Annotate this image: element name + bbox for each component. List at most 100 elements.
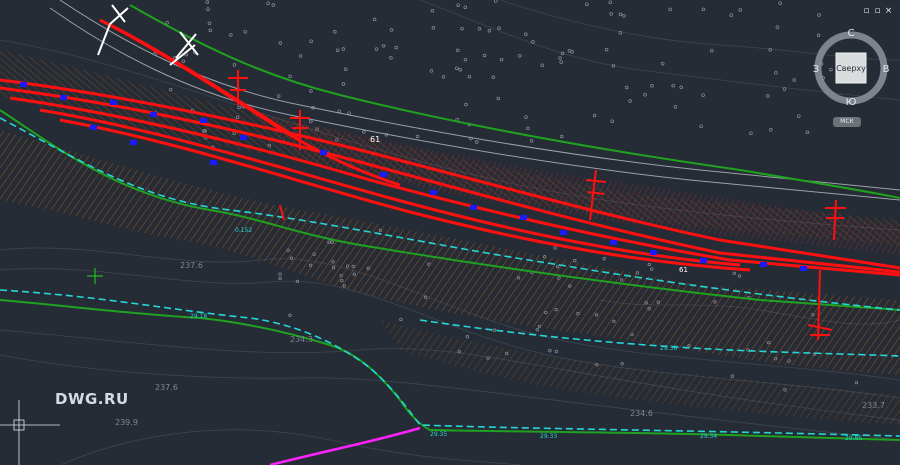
compass-east[interactable]: В [883,64,890,75]
tree-symbol [609,12,613,16]
tree-symbol [604,47,609,52]
tree-symbol [441,74,446,79]
tree-symbol [602,257,606,261]
tree-symbol [237,105,241,110]
tree-symbol [567,49,572,53]
tree-symbol [463,57,468,62]
tree-symbol [660,61,665,66]
tree-symbol [394,45,398,50]
tree-symbol [399,317,403,322]
blue-marker [800,266,807,271]
blue-marker [200,118,207,123]
blue-marker [760,262,767,267]
tree-symbol [765,94,770,98]
tree-symbol [768,48,772,52]
tree-symbol [205,0,210,4]
tree-symbol [554,349,558,354]
blue-marker [210,160,217,165]
tree-symbol [456,3,460,7]
tree-symbol [482,53,487,58]
tree-symbol [341,82,346,86]
tree-symbol [278,272,282,276]
viewcube-top-face[interactable] [835,52,867,84]
blue-marker [650,250,657,255]
tree-symbol [628,99,632,103]
close-button[interactable]: × [884,6,893,16]
blue-marker [470,205,477,210]
tree-symbol [477,27,482,31]
tree-symbol [671,83,675,88]
tree-symbol [295,279,300,284]
survey-label: 29.85 [845,435,862,442]
tree-symbol [778,1,782,5]
tree-symbol [792,78,796,82]
watermark-logo: DWG.RU [55,390,129,408]
elevation-label: 237.6 [155,383,178,392]
tree-symbol [372,17,377,22]
tree-symbol [207,21,212,26]
tree-symbol [288,313,292,317]
tree-symbol [816,33,821,38]
compass-south[interactable]: Ю [846,97,857,108]
road-label: 61 [370,135,380,144]
tree-symbol [333,30,337,34]
blue-markers [20,82,807,271]
tree-symbol [805,130,810,135]
tree-symbol [232,63,237,67]
blue-marker [60,95,67,100]
viewcube-face-label[interactable]: Сверху [836,64,866,73]
tree-symbol [415,134,420,139]
tree-symbol [710,48,714,53]
tree-symbol [517,54,522,58]
blue-marker [520,215,527,220]
tree-symbol [738,8,743,12]
elevation-label: 237.6 [180,261,203,270]
tree-symbol [573,259,577,263]
blue-marker [90,125,97,130]
tree-symbol [701,93,705,97]
restore-button[interactable]: ▫ [863,6,870,16]
viewcube[interactable]: Сверху С Ю В З [811,28,891,108]
compass-west[interactable]: З [813,64,819,75]
tree-symbol [608,0,612,5]
tree-symbol [585,2,589,6]
tree-symbol [464,102,468,107]
tree-symbol [618,12,623,17]
magenta-line [269,426,421,465]
tree-symbol [618,30,623,35]
survey-label: 29.36 [660,345,677,352]
tree-symbol [592,113,597,118]
tree-symbol [782,87,787,91]
blue-marker [320,150,327,155]
tree-symbol [288,74,292,79]
tree-symbol [341,47,346,51]
tree-symbol [769,128,773,132]
crossing-markers [97,4,199,66]
rail-label: 61 [679,266,688,274]
maximize-button[interactable]: ▫ [874,6,881,16]
blue-marker [430,190,437,195]
tree-symbol [624,85,629,90]
tree-symbol [499,57,504,62]
tree-symbol [524,115,528,119]
viewcube-compass-ring[interactable] [814,31,888,105]
tree-symbol [206,7,210,11]
survey-label: 0.152 [235,227,252,234]
tree-symbol [531,40,535,44]
tree-symbol [389,28,394,32]
ucs-menu-button[interactable]: МСК [833,117,861,127]
compass-north[interactable]: С [848,28,855,39]
slope-hatch-bottom [380,320,900,425]
blue-marker [130,140,137,145]
tree-symbol [643,93,647,97]
tree-symbol [465,335,470,339]
tree-symbol [558,56,562,60]
tree-symbol [381,43,386,48]
tree-symbol [165,21,169,25]
green-plus-marker [87,268,103,284]
tree-symbol [458,68,462,72]
tree-symbol [431,26,436,30]
tree-symbol [524,32,528,37]
